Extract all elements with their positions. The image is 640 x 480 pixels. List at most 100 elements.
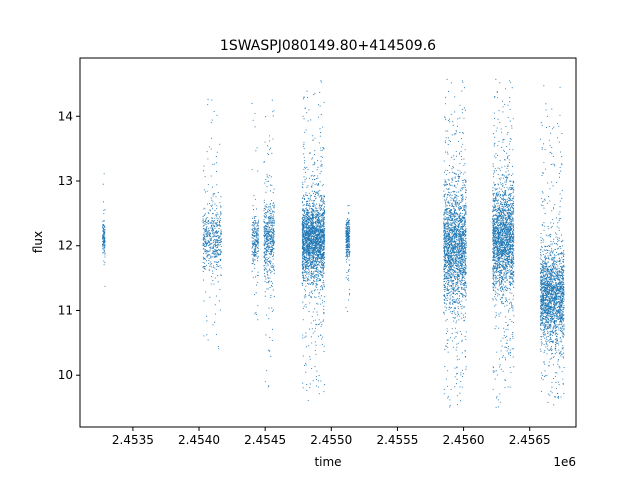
data-point xyxy=(217,248,219,250)
data-point xyxy=(216,241,218,243)
data-point xyxy=(268,220,270,222)
data-point xyxy=(446,319,448,321)
data-point xyxy=(220,196,222,198)
data-point xyxy=(348,256,350,258)
data-point xyxy=(265,217,267,219)
data-point xyxy=(302,230,304,232)
data-point xyxy=(306,211,308,214)
data-point xyxy=(322,126,324,128)
data-point xyxy=(254,227,256,229)
data-point xyxy=(269,242,271,244)
data-point xyxy=(216,232,218,234)
data-point xyxy=(449,291,451,293)
data-point xyxy=(252,261,254,263)
data-point xyxy=(318,207,320,209)
data-point xyxy=(454,267,456,269)
data-point xyxy=(310,266,313,268)
data-point xyxy=(464,283,466,285)
data-point xyxy=(218,224,220,226)
data-point xyxy=(457,404,459,406)
data-point xyxy=(319,272,322,274)
data-point xyxy=(307,244,309,246)
data-point xyxy=(103,240,105,242)
data-point xyxy=(263,231,265,233)
data-point xyxy=(456,359,459,361)
data-point xyxy=(321,240,323,242)
data-point xyxy=(317,225,319,227)
data-point xyxy=(314,162,316,164)
data-point xyxy=(315,277,318,279)
data-point xyxy=(302,267,304,270)
data-point xyxy=(323,241,325,243)
data-point xyxy=(302,214,304,216)
data-point xyxy=(348,204,350,207)
data-point xyxy=(311,367,313,370)
data-point xyxy=(448,183,451,185)
data-point xyxy=(308,259,310,261)
data-point xyxy=(310,265,313,267)
data-point xyxy=(447,397,449,399)
data-point xyxy=(313,239,315,241)
data-point xyxy=(314,205,316,207)
data-point xyxy=(253,222,255,224)
data-point xyxy=(316,251,318,253)
data-point xyxy=(348,229,350,231)
data-point xyxy=(210,255,212,257)
data-point xyxy=(254,244,257,246)
data-point xyxy=(323,283,325,285)
data-point xyxy=(453,300,455,302)
data-point xyxy=(211,204,214,206)
data-point xyxy=(254,217,256,219)
data-point xyxy=(212,240,214,242)
data-point xyxy=(306,232,308,234)
data-point xyxy=(318,218,320,220)
data-point xyxy=(451,213,453,215)
data-point xyxy=(208,257,210,259)
data-point xyxy=(103,230,105,233)
data-point xyxy=(273,270,275,272)
data-point xyxy=(302,355,304,357)
data-point xyxy=(253,229,255,231)
data-point xyxy=(345,235,347,237)
data-point xyxy=(219,225,221,227)
data-point xyxy=(202,170,205,172)
data-point xyxy=(320,147,322,149)
data-point xyxy=(305,271,307,273)
data-point xyxy=(315,286,317,288)
data-point xyxy=(458,239,460,241)
data-point xyxy=(303,97,305,99)
data-point xyxy=(320,253,322,255)
data-point xyxy=(218,266,220,268)
data-point xyxy=(322,215,324,217)
data-point xyxy=(463,228,465,230)
data-point xyxy=(265,259,267,261)
data-point xyxy=(212,201,214,203)
data-point xyxy=(313,236,315,238)
data-point xyxy=(317,244,319,246)
data-point xyxy=(308,283,310,286)
data-point xyxy=(315,215,317,217)
data-point xyxy=(318,221,320,223)
data-point xyxy=(254,259,256,261)
data-point xyxy=(310,207,312,209)
data-point xyxy=(312,380,314,382)
data-point xyxy=(205,250,208,252)
data-point xyxy=(271,245,273,247)
data-point xyxy=(207,253,209,255)
data-point xyxy=(302,258,304,260)
data-point xyxy=(451,198,453,200)
data-point xyxy=(322,242,324,244)
data-point xyxy=(271,250,273,252)
data-point xyxy=(453,223,456,225)
data-point xyxy=(448,139,450,142)
data-point xyxy=(210,256,212,258)
data-point xyxy=(461,108,463,110)
data-point xyxy=(303,204,305,206)
data-point xyxy=(206,231,208,233)
data-point xyxy=(320,274,322,276)
data-point xyxy=(266,282,268,284)
data-point xyxy=(215,231,217,233)
data-point xyxy=(264,205,266,207)
data-point xyxy=(272,202,274,204)
data-point xyxy=(303,118,305,120)
